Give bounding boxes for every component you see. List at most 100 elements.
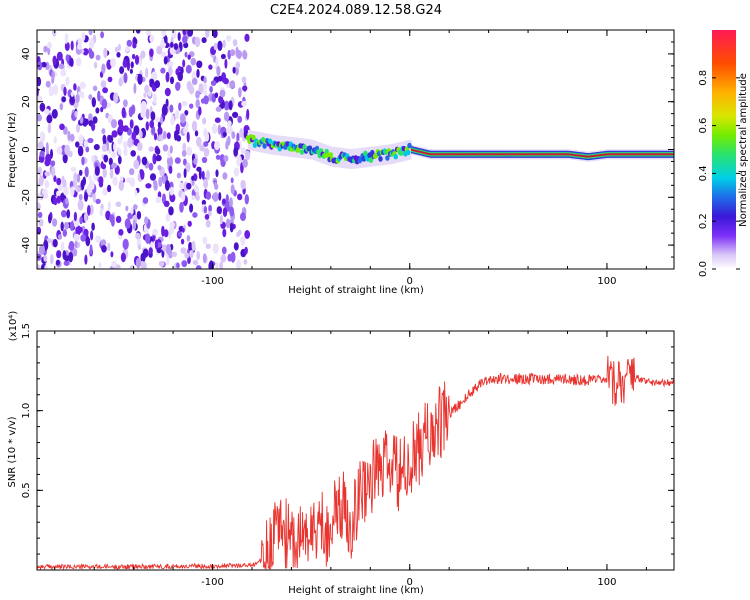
spectrogram-noise-speckle <box>127 137 132 148</box>
spectrogram-noise-speckle <box>144 217 148 225</box>
spectrogram-noise-speckle <box>116 52 120 58</box>
spectrogram-noise-speckle <box>56 260 60 266</box>
spectrogram-noise-speckle <box>177 72 183 81</box>
spectrogram-noise-speckle <box>124 148 128 156</box>
spectrogram-noise-speckle <box>79 194 83 200</box>
spectrogram-noise-speckle <box>187 55 191 60</box>
spectrogram-signal-blob <box>268 139 272 145</box>
spectrogram-noise-speckle <box>213 243 219 253</box>
spectrogram-noise-speckle <box>229 206 234 216</box>
spectrogram-noise-speckle <box>155 148 160 155</box>
spectrogram-noise-speckle <box>174 130 179 135</box>
spectrogram-y-tick-label: -40 <box>21 237 32 253</box>
spectrogram-noise-speckle <box>99 262 102 268</box>
spectrogram-noise-speckle <box>149 48 154 57</box>
spectrogram-noise-speckle <box>149 35 154 43</box>
spectrogram-noise-speckle <box>107 185 111 192</box>
spectrogram-noise-speckle <box>89 51 94 59</box>
spectrogram-noise-speckle <box>116 216 122 223</box>
spectrogram-noise-speckle <box>169 166 173 174</box>
spectrogram-noise-speckle <box>100 31 104 38</box>
spectrogram-noise-speckle <box>216 107 222 112</box>
spectrogram-x-axis-label: Height of straight line (km) <box>288 285 424 296</box>
spectrogram-noise-speckle <box>44 171 50 176</box>
spectrogram-noise-speckle <box>107 243 110 251</box>
spectrogram-noise-speckle <box>196 251 200 260</box>
spectrogram-noise-speckle <box>158 122 161 129</box>
spectrogram-noise-speckle <box>80 234 86 242</box>
spectrogram-noise-speckle <box>130 69 133 74</box>
spectrogram-noise-speckle <box>110 169 114 179</box>
spectrogram-noise-speckle <box>238 230 242 236</box>
spectrogram-noise-speckle <box>229 81 235 88</box>
spectrogram-noise-speckle <box>186 65 192 74</box>
spectrogram-noise-speckle <box>130 207 133 214</box>
colorbar-tick-label: 0.8 <box>698 70 709 86</box>
spectrogram-noise-speckle <box>51 160 55 166</box>
spectrogram-noise-speckle <box>242 86 247 92</box>
spectrogram-noise-speckle <box>123 239 129 250</box>
spectrogram-noise-speckle <box>157 165 161 170</box>
spectrogram-noise-speckle <box>185 52 188 58</box>
spectrogram-noise-speckle <box>47 42 52 49</box>
spectrogram-noise-speckle <box>66 209 70 218</box>
spectrogram-noise-speckle <box>118 229 123 236</box>
spectrogram-noise-speckle <box>166 72 170 83</box>
spectrogram-noise-speckle <box>215 262 218 272</box>
spectrogram-noise-speckle <box>187 132 190 143</box>
spectrogram-noise-speckle <box>223 78 229 84</box>
spectrogram-noise-speckle <box>146 109 150 120</box>
spectrogram-noise-speckle <box>215 169 218 177</box>
spectrogram-noise-speckle <box>233 147 238 157</box>
spectrogram-noise-speckle <box>230 223 234 233</box>
spectrogram-noise-speckle <box>85 237 90 247</box>
spectrogram-noise-speckle <box>191 176 194 181</box>
spectrogram-noise-speckle <box>84 140 88 148</box>
spectrogram-noise-speckle <box>203 95 209 104</box>
spectrogram-noise-speckle <box>211 80 217 86</box>
spectrogram-noise-speckle <box>206 220 211 228</box>
spectrogram-noise-speckle <box>52 218 57 227</box>
spectrogram-noise-speckle <box>234 242 239 250</box>
spectrogram-noise-speckle <box>52 109 58 119</box>
spectrogram-noise-speckle <box>217 206 222 214</box>
spectrogram-noise-speckle <box>91 155 95 162</box>
spectrogram-noise-speckle <box>141 261 145 270</box>
spectrogram-noise-speckle <box>139 56 143 66</box>
spectrogram-noise-speckle <box>226 219 230 229</box>
spectrogram-noise-speckle <box>111 119 117 128</box>
spectrogram-noise-speckle <box>95 107 99 113</box>
spectrogram-noise-speckle <box>65 77 69 86</box>
snr-y-scale-label: (x10⁴) <box>8 311 19 342</box>
spectrogram-noise-speckle <box>127 40 132 47</box>
spectrogram-noise-speckle <box>76 57 82 66</box>
spectrogram-noise-speckle <box>206 192 211 200</box>
spectrogram-noise-speckle <box>103 48 107 58</box>
spectrogram-noise-speckle <box>229 197 233 208</box>
spectrogram-noise-speckle <box>150 173 156 181</box>
spectrogram-noise-speckle <box>220 215 223 224</box>
spectrogram-noise-speckle <box>179 182 184 189</box>
colorbar-scale <box>712 30 736 269</box>
spectrogram-noise-speckle <box>193 158 197 165</box>
spectrogram-noise-speckle <box>220 254 226 262</box>
spectrogram-noise-speckle <box>126 177 131 183</box>
spectrogram-noise-speckle <box>164 56 168 64</box>
spectrogram-noise-speckle <box>149 247 153 254</box>
spectrogram-noise-speckle <box>218 192 221 201</box>
spectrogram-noise-speckle <box>222 172 227 179</box>
spectrogram-noise-speckle <box>242 159 248 168</box>
spectrogram-noise-speckle <box>187 81 192 91</box>
spectrogram-noise-speckle <box>136 28 140 33</box>
spectrogram-noise-speckle <box>56 250 61 258</box>
spectrogram-noise-speckle <box>122 107 126 118</box>
spectrogram-noise-speckle <box>110 58 116 67</box>
spectrogram-noise-speckle <box>39 176 44 187</box>
spectrogram-noise-speckle <box>56 146 62 154</box>
spectrogram-noise-speckle <box>170 77 174 85</box>
spectrogram-noise-speckle <box>144 85 149 93</box>
spectrogram-noise-speckle <box>130 150 136 157</box>
spectrogram-noise-speckle <box>149 79 154 85</box>
spectrogram-noise-speckle <box>222 198 226 204</box>
spectrogram-noise-speckle <box>118 148 122 155</box>
